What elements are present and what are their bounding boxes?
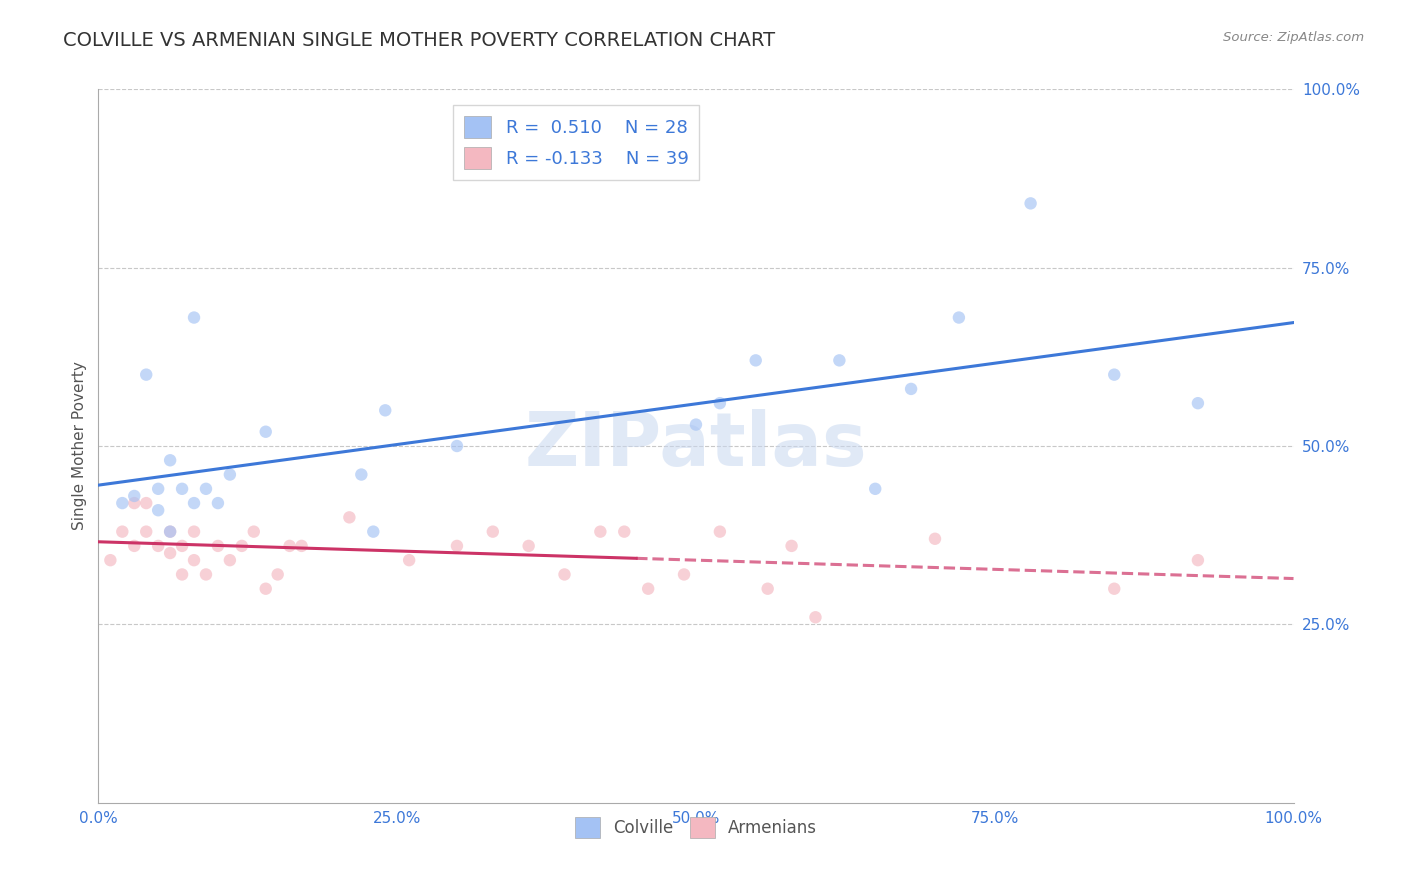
- Y-axis label: Single Mother Poverty: Single Mother Poverty: [72, 361, 87, 531]
- Point: [1104, 582, 1126, 596]
- Point: [673, 567, 696, 582]
- Point: [780, 539, 803, 553]
- Point: [124, 496, 146, 510]
- Point: [243, 524, 266, 539]
- Point: [709, 396, 731, 410]
- Point: [219, 553, 242, 567]
- Point: [183, 496, 205, 510]
- Point: [1019, 196, 1042, 211]
- Point: [398, 553, 420, 567]
- Point: [148, 539, 170, 553]
- Point: [339, 510, 361, 524]
- Legend: Colville, Armenians: Colville, Armenians: [568, 811, 824, 845]
- Point: [948, 310, 970, 325]
- Point: [517, 539, 540, 553]
- Point: [172, 482, 194, 496]
- Point: [148, 482, 170, 496]
- Point: [254, 582, 277, 596]
- Point: [172, 567, 194, 582]
- Point: [195, 567, 218, 582]
- Point: [111, 524, 134, 539]
- Point: [148, 503, 170, 517]
- Point: [685, 417, 707, 432]
- Point: [183, 553, 205, 567]
- Point: [135, 524, 157, 539]
- Point: [254, 425, 277, 439]
- Text: ZIPatlas: ZIPatlas: [524, 409, 868, 483]
- Point: [231, 539, 253, 553]
- Point: [159, 546, 181, 560]
- Point: [124, 489, 146, 503]
- Point: [709, 524, 731, 539]
- Point: [267, 567, 290, 582]
- Point: [219, 467, 242, 482]
- Point: [1104, 368, 1126, 382]
- Point: [637, 582, 659, 596]
- Point: [183, 310, 205, 325]
- Point: [159, 524, 181, 539]
- Point: [446, 539, 468, 553]
- Point: [828, 353, 851, 368]
- Point: [172, 539, 194, 553]
- Point: [159, 453, 181, 467]
- Text: Source: ZipAtlas.com: Source: ZipAtlas.com: [1223, 31, 1364, 45]
- Point: [804, 610, 827, 624]
- Point: [207, 496, 229, 510]
- Point: [135, 496, 157, 510]
- Point: [98, 553, 122, 567]
- Point: [446, 439, 468, 453]
- Point: [613, 524, 636, 539]
- Point: [124, 539, 146, 553]
- Point: [589, 524, 612, 539]
- Point: [195, 482, 218, 496]
- Point: [756, 582, 779, 596]
- Point: [350, 467, 373, 482]
- Point: [924, 532, 946, 546]
- Point: [278, 539, 301, 553]
- Point: [363, 524, 385, 539]
- Point: [207, 539, 229, 553]
- Point: [745, 353, 768, 368]
- Point: [482, 524, 505, 539]
- Point: [291, 539, 314, 553]
- Point: [1187, 553, 1209, 567]
- Text: COLVILLE VS ARMENIAN SINGLE MOTHER POVERTY CORRELATION CHART: COLVILLE VS ARMENIAN SINGLE MOTHER POVER…: [63, 31, 775, 50]
- Point: [111, 496, 134, 510]
- Point: [183, 524, 205, 539]
- Point: [865, 482, 887, 496]
- Point: [554, 567, 576, 582]
- Point: [374, 403, 396, 417]
- Point: [135, 368, 157, 382]
- Point: [1187, 396, 1209, 410]
- Point: [900, 382, 922, 396]
- Point: [159, 524, 181, 539]
